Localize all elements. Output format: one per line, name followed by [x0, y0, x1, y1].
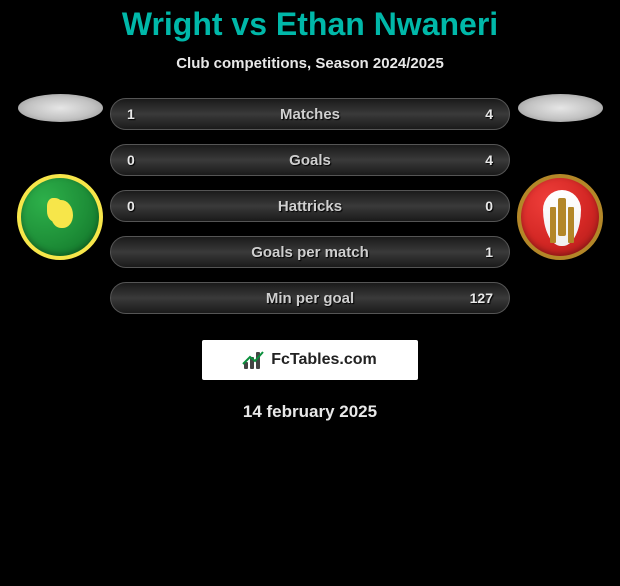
stat-label: Min per goal [266, 290, 354, 307]
club-crest-left [17, 174, 103, 260]
stat-right-value: 4 [485, 106, 493, 122]
stat-right-value: 0 [485, 198, 493, 214]
player-right-photo [518, 94, 603, 122]
stat-right-value: 127 [470, 290, 493, 306]
stat-label: Goals per match [251, 244, 369, 261]
player-left-col [0, 98, 120, 318]
stat-right-value: 4 [485, 152, 493, 168]
club-crest-right [517, 174, 603, 260]
stat-left-value: 1 [127, 106, 135, 122]
stat-row: 0 Hattricks 0 [110, 190, 510, 222]
branding-badge: FcTables.com [202, 340, 418, 380]
stat-label: Matches [280, 106, 340, 123]
stat-right-value: 1 [485, 244, 493, 260]
stat-row: 1 Matches 4 [110, 98, 510, 130]
date-text: 14 february 2025 [0, 402, 620, 422]
page-title: Wright vs Ethan Nwaneri [0, 6, 620, 43]
bar-chart-icon [243, 351, 265, 369]
stat-label: Goals [289, 152, 331, 169]
stat-row: Goals per match 1 [110, 236, 510, 268]
branding-text: FcTables.com [271, 351, 377, 369]
stat-row: 0 Goals 4 [110, 144, 510, 176]
stat-left-value: 0 [127, 152, 135, 168]
player-left-photo [18, 94, 103, 122]
stat-row: Min per goal 127 [110, 282, 510, 314]
stat-left-value: 0 [127, 198, 135, 214]
stat-label: Hattricks [278, 198, 342, 215]
comparison-panel: 1 Matches 4 0 Goals 4 0 Hattricks 0 Goal… [0, 98, 620, 318]
subtitle: Club competitions, Season 2024/2025 [0, 55, 620, 72]
player-right-col [500, 98, 620, 318]
stats-list: 1 Matches 4 0 Goals 4 0 Hattricks 0 Goal… [110, 98, 510, 314]
